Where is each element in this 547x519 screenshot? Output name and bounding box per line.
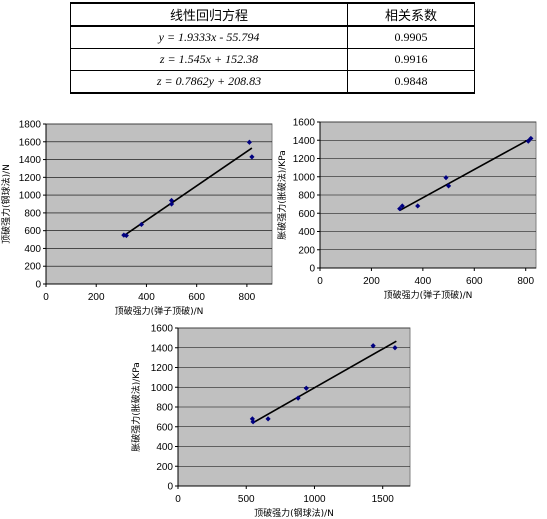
y-axis-title: 胀破强力(胀破法)/KPa [276,150,288,240]
x-tick-label: 0 [43,292,49,303]
trend-line [399,137,532,212]
x-tick-label: 500 [238,494,255,505]
y-tick-label: 800 [24,208,41,219]
data-point [123,232,129,239]
y-tick-label: 1800 [19,120,42,131]
plot-area [45,123,273,285]
y-tick-label: 200 [156,462,173,473]
x-axis-title: 顶破强力(弹子顶破)/N [384,289,473,301]
y-tick-label: 1000 [293,172,316,183]
data-point [397,206,403,212]
y-tick-label: 0 [167,482,173,493]
x-tick-label: 1500 [372,494,395,505]
x-tick-label: 1000 [303,494,326,505]
y-tick-label: 0 [309,264,315,275]
scatter-chart-1: 0 200 400 600 800 1000 1200 1400 1600 1800 0 200 400… [0,120,273,317]
correlation-cell: 0.9848 [347,70,475,94]
data-point [246,139,252,145]
x-tick-label: 600 [188,292,205,303]
data-point [399,203,405,209]
table-header-row: 线性回归方程 相关系数 [70,2,475,27]
trend-line [123,147,253,237]
data-point [303,385,309,391]
equation-cell: y = 1.9333x - 55.794 [70,25,348,49]
y-tick-label: 400 [24,244,41,255]
y-tick-label: 1600 [151,324,174,335]
x-tick-label: 0 [175,494,181,505]
y-axis-title: 顶破强力(钢球法)/N [0,164,12,244]
data-point [250,419,256,425]
x-tick-label: 600 [466,276,483,287]
column-header-equation: 线性回归方程 [70,2,348,27]
y-tick-label: 600 [298,209,315,220]
data-point [443,175,449,181]
y-tick-label: 1200 [293,154,316,165]
y-tick-label: 1600 [293,118,316,129]
y-tick-label: 0 [35,280,41,291]
y-tick-label: 1400 [293,136,316,147]
correlation-cell: 0.9905 [347,25,475,49]
x-axis-title: 顶破强力(钢球法)/N [254,507,334,519]
column-header-correlation: 相关系数 [347,2,475,27]
data-point [525,138,531,144]
y-tick-label: 1200 [19,173,42,184]
x-tick-label: 800 [517,276,534,287]
x-tick-label: 200 [88,292,105,303]
x-tick-label: 400 [138,292,155,303]
scatter-chart-2: 0 200 400 600 800 1000 1200 1400 1600 0 200 400 600 8… [276,118,537,301]
y-tick-label: 200 [24,262,41,273]
y-tick-label: 1400 [19,155,42,166]
data-point [392,345,398,351]
y-tick-label: 1200 [151,363,174,374]
x-tick-label: 400 [415,276,432,287]
y-tick-label: 1600 [19,137,42,148]
table-row: y = 1.9333x - 55.794 0.9905 [70,25,475,49]
table-row: z = 1.545x + 152.38 0.9916 [70,48,475,71]
y-tick-label: 1400 [151,343,174,354]
y-tick-label: 1000 [19,191,42,202]
equation-cell: z = 0.7862y + 208.83 [70,70,348,94]
y-tick-label: 400 [298,227,315,238]
data-point [415,203,421,209]
y-axis-title: 胀破强力(胀破法)/KPa [130,362,142,452]
data-point [168,201,175,207]
y-tick-label: 1000 [151,383,174,394]
data-point [249,154,255,160]
scatter-chart-3: 0 200 400 600 800 1000 1200 1400 1600 0 500 1000 150… [130,324,411,519]
table-row: z = 0.7862y + 208.83 0.9848 [70,70,475,94]
correlation-cell: 0.9916 [347,48,475,71]
data-point [295,395,301,401]
y-tick-label: 600 [156,422,173,433]
y-tick-label: 400 [156,442,173,453]
trend-line [251,340,397,424]
y-tick-label: 600 [24,226,41,237]
y-tick-label: 800 [156,403,173,414]
x-tick-label: 800 [239,292,256,303]
x-tick-label: 0 [317,276,323,287]
equation-cell: z = 1.545x + 152.38 [70,48,348,71]
y-tick-label: 200 [298,245,315,256]
x-tick-label: 200 [363,276,380,287]
y-tick-label: 800 [298,191,315,202]
x-axis-title: 顶破强力(弹子顶破)/N [115,305,204,317]
regression-table: 线性回归方程 相关系数 y = 1.9333x - 55.794 0.9905 … [70,2,475,94]
